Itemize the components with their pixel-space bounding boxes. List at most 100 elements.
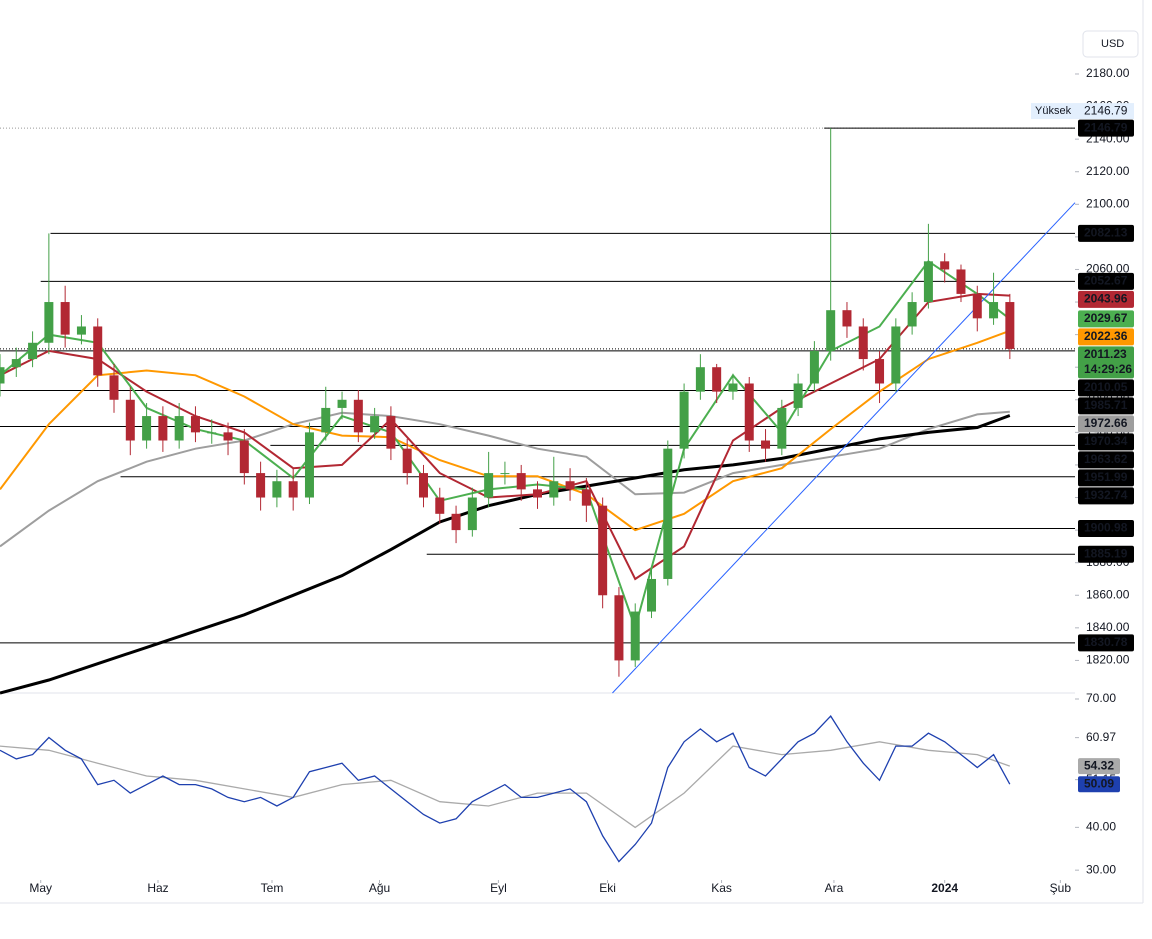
candle-body (93, 326, 103, 376)
candle-body (60, 302, 70, 335)
candle-body (304, 432, 314, 498)
price-label-box (1078, 433, 1134, 451)
price-label: 1885.19 (1084, 546, 1128, 560)
price-label: 1963.62 (1084, 452, 1128, 466)
candle-body (207, 432, 217, 434)
rsi-label-box (1078, 776, 1120, 793)
x-tick-label: Haz (147, 881, 168, 895)
price-label: 1985.71 (1084, 398, 1128, 412)
price-label-box (1078, 328, 1134, 346)
candle-body (1005, 302, 1015, 349)
candle-body (989, 302, 999, 319)
price-label-box (1078, 451, 1134, 469)
candle-body (239, 440, 249, 474)
currency-label[interactable]: USD (1101, 38, 1124, 50)
price-label: 1830.78 (1084, 635, 1128, 649)
candle-body (484, 473, 494, 498)
price-label: 14:29:26 (1084, 362, 1132, 376)
candle-body (370, 416, 380, 433)
price-label-box (1078, 634, 1134, 652)
candle-body (826, 310, 836, 351)
candle-body (533, 489, 542, 498)
price-label: 2082.13 (1084, 226, 1128, 240)
moving-average (0, 259, 1011, 632)
price-label-box (1078, 290, 1134, 308)
x-tick-label: Ara (825, 881, 844, 895)
high-tag-box (1031, 103, 1078, 120)
price-label: 1951.99 (1084, 470, 1128, 484)
price-label: 2011.23 (1084, 347, 1127, 361)
candle-body (940, 261, 950, 270)
moving-average (0, 410, 1010, 548)
y-tick-label: 2060.00 (1086, 262, 1130, 276)
candle-body (842, 310, 852, 327)
candle-body (549, 481, 559, 498)
price-label-box (1078, 346, 1134, 379)
candle-body (272, 481, 282, 498)
price-label: 2146.79 (1084, 120, 1128, 134)
candle-body (614, 595, 624, 661)
candle-body (321, 407, 331, 433)
candle-body (467, 497, 477, 531)
rsi-tick-label: 60.97 (1086, 730, 1116, 744)
rsi-tick-label: 30.00 (1086, 862, 1116, 876)
y-tick-label: 2180.00 (1086, 66, 1130, 80)
rsi-tick-label: 40.00 (1086, 820, 1116, 834)
candle-body (663, 448, 673, 579)
price-label-box (1078, 272, 1134, 290)
candle-body (386, 416, 396, 449)
candle-body (761, 440, 771, 449)
candle-body (695, 367, 705, 392)
candle-body (28, 342, 38, 360)
currency-button[interactable] (1082, 30, 1139, 58)
price-label: 2052.67 (1084, 274, 1128, 288)
x-tick-label: Tem (261, 881, 284, 895)
candle-body (565, 481, 575, 490)
candle-body (0, 367, 5, 384)
price-label-box (1078, 224, 1134, 242)
x-tick-label: 2024 (931, 881, 958, 895)
candle-body (793, 383, 803, 408)
x-tick-label: Eyl (490, 881, 507, 895)
candle-body (907, 302, 917, 327)
candle-body (712, 367, 722, 392)
x-tick-label: Şub (1050, 881, 1072, 895)
candle-body (598, 505, 608, 596)
price-label-box (1078, 379, 1134, 397)
y-tick-label: 1820.00 (1086, 653, 1130, 667)
y-tick-label: 2120.00 (1086, 164, 1130, 178)
high-tag-value-box (1078, 103, 1134, 120)
rsi-label: 50.09 (1084, 776, 1114, 790)
price-label-box (1078, 415, 1134, 433)
price-label: 1970.34 (1084, 434, 1128, 448)
price-label-box (1078, 397, 1134, 415)
x-tick-label: Kas (711, 881, 732, 895)
price-label-box (1078, 119, 1134, 137)
candle-body (777, 407, 787, 449)
high-tag-value: 2146.79 (1084, 103, 1128, 117)
plot-area (0, 127, 1076, 863)
rsi-tick-label: 70.00 (1086, 691, 1116, 705)
moving-average (0, 292, 1010, 581)
candle-body (581, 489, 591, 506)
candle-body (875, 359, 885, 384)
candle-body (744, 383, 754, 441)
candle-body (190, 416, 200, 433)
price-axis: 1820.001840.001860.001880.001900.001920.… (29, 66, 1134, 895)
candle-body (435, 497, 445, 514)
candle-body (630, 611, 640, 661)
candle-body (728, 383, 738, 392)
candle-body (647, 578, 657, 612)
x-tick-label: Ağu (369, 881, 390, 895)
rsi-line (0, 741, 1011, 829)
candle-body (972, 293, 982, 319)
price-label-box (1078, 469, 1134, 487)
trendline (612, 202, 1076, 694)
candle-body (809, 350, 819, 384)
candle-body (679, 391, 689, 449)
candle-body (142, 416, 152, 441)
price-label-box (1078, 487, 1134, 505)
candle-body (516, 473, 526, 490)
